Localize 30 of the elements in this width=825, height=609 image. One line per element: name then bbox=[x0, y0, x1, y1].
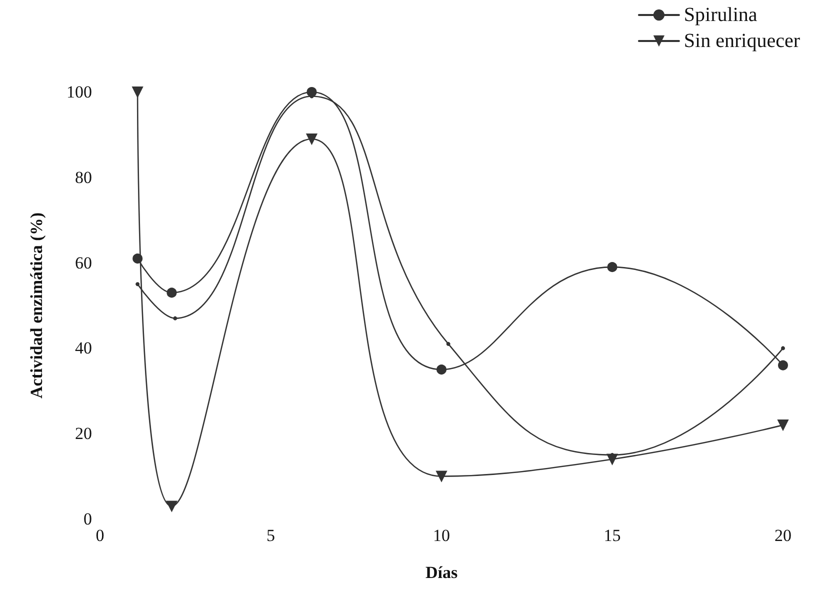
point bbox=[778, 420, 788, 431]
point bbox=[136, 282, 140, 286]
x-tick-label: 5 bbox=[266, 526, 275, 545]
point bbox=[306, 133, 318, 144]
x-tick-label: 20 bbox=[774, 526, 792, 545]
y-tick-label: 0 bbox=[84, 510, 92, 528]
point bbox=[778, 360, 788, 370]
point bbox=[173, 316, 178, 320]
x-tick-label: 10 bbox=[433, 526, 450, 545]
point bbox=[436, 364, 446, 375]
point bbox=[436, 470, 447, 482]
y-tick-label: 80 bbox=[75, 168, 92, 187]
point bbox=[132, 254, 143, 264]
point bbox=[781, 346, 785, 350]
point bbox=[166, 288, 177, 298]
point bbox=[607, 262, 618, 272]
point bbox=[446, 342, 450, 346]
x-tick-label: 15 bbox=[604, 526, 621, 545]
point bbox=[132, 86, 144, 98]
x-axis-title: Días bbox=[425, 563, 458, 582]
x-tick-label: 0 bbox=[96, 526, 104, 545]
point bbox=[606, 454, 618, 465]
y-tick-label: 40 bbox=[75, 338, 92, 358]
legend-label: Sin enriquecer bbox=[684, 30, 800, 52]
y-tick-label: 60 bbox=[75, 253, 92, 272]
y-tick-label: 100 bbox=[66, 82, 92, 102]
y-tick-label: 20 bbox=[75, 424, 92, 444]
point bbox=[166, 500, 178, 512]
legend-label: Spirulina bbox=[684, 4, 758, 26]
y-axis-title: Actividad enzimática (%) bbox=[27, 212, 46, 399]
